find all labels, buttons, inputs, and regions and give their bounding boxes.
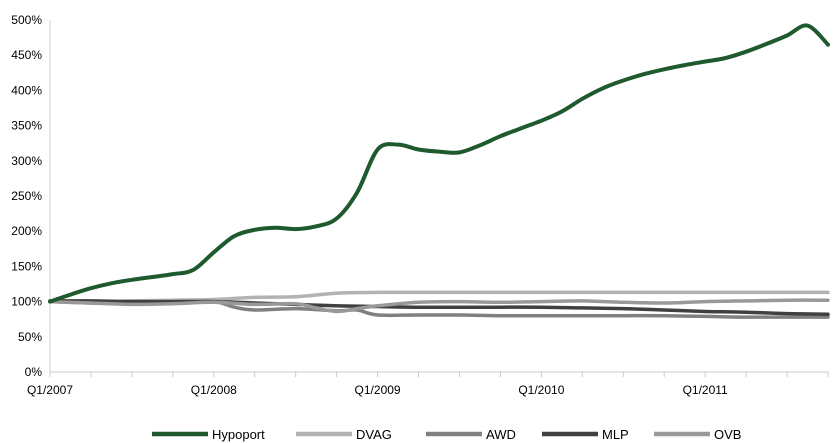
y-tick-label: 0% <box>25 365 43 379</box>
y-tick-label: 100% <box>11 295 42 309</box>
y-tick-label: 450% <box>11 48 42 62</box>
legend-label-awd: AWD <box>486 427 516 442</box>
x-tick-label: Q1/2011 <box>683 383 728 397</box>
y-tick-label: 150% <box>11 259 42 273</box>
y-tick-label: 300% <box>11 154 42 168</box>
x-tick-label: Q1/2008 <box>191 383 237 397</box>
series-lines <box>48 23 830 319</box>
y-tick-label: 350% <box>11 119 42 133</box>
series-line-mlp <box>48 299 830 317</box>
legend: Hypoport DVAG AWD MLP OVB <box>152 427 741 442</box>
legend-label-dvag: DVAG <box>356 427 392 442</box>
y-axis: 0% 50% 100% 150% 200% 250% 300% 350% 400% 450% 500… <box>11 13 51 379</box>
series-line-hypoport <box>48 23 830 304</box>
y-tick-label: 400% <box>11 83 42 97</box>
y-tick-label: 200% <box>11 224 42 238</box>
x-tick-label: Q1/2007 <box>27 383 73 397</box>
y-tick-label: 250% <box>11 189 42 203</box>
x-axis: Q1/2007 Q1/2008 Q1/2009 Q1/2010 Q1/2011 <box>27 371 829 397</box>
legend-label-hypoport: Hypoport <box>212 427 265 442</box>
series-line-ovb <box>48 298 830 314</box>
y-tick-label: 50% <box>18 330 42 344</box>
y-tick-label: 500% <box>11 13 42 27</box>
legend-label-mlp: MLP <box>602 427 629 442</box>
legend-label-ovb: OVB <box>714 427 741 442</box>
x-tick-label: Q1/2009 <box>355 383 401 397</box>
x-tick-label: Q1/2010 <box>518 383 564 397</box>
